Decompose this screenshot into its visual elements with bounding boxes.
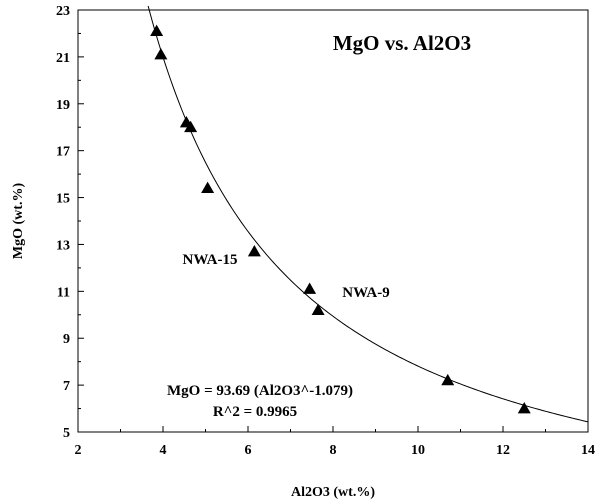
y-tick-label: 13 xyxy=(56,238,70,253)
chart-title: MgO vs. Al2O3 xyxy=(333,31,471,55)
x-tick-label: 12 xyxy=(496,443,510,458)
x-tick-labels: 2 4 6 8 10 12 14 xyxy=(75,443,596,458)
y-tick-label: 21 xyxy=(56,51,70,66)
x-tick-label: 8 xyxy=(330,443,337,458)
y-axis-title: MgO (wt.%) xyxy=(11,183,26,260)
y-tick-label: 7 xyxy=(63,379,70,394)
data-point xyxy=(154,48,168,60)
plot-frame xyxy=(77,9,589,433)
data-point xyxy=(441,373,455,386)
x-tick-label: 6 xyxy=(245,443,252,458)
data-point xyxy=(184,120,198,133)
x-tick-label: 4 xyxy=(160,443,167,458)
fit-equation: MgO = 93.69 (Al2O3^-1.079) xyxy=(167,383,353,399)
y-tick-label: 5 xyxy=(63,426,70,441)
axis-ticks xyxy=(77,9,589,433)
data-point xyxy=(517,402,531,414)
y-tick-label: 17 xyxy=(56,145,70,160)
data-point xyxy=(201,181,215,194)
r-squared: R^2 = 0.9965 xyxy=(213,404,297,420)
x-axis-title: Al2O3 (wt.%) xyxy=(291,485,375,500)
y-tick-label: 11 xyxy=(57,285,70,300)
y-tick-labels: 5 7 9 11 13 15 17 19 21 23 xyxy=(56,4,70,441)
data-points xyxy=(150,24,531,414)
fit-curve xyxy=(147,5,589,423)
y-tick-label: 23 xyxy=(56,4,70,19)
data-point xyxy=(150,24,164,36)
data-point xyxy=(311,303,325,315)
y-tick-label: 9 xyxy=(63,332,70,347)
x-tick-label: 14 xyxy=(581,443,595,458)
x-tick-label: 2 xyxy=(75,443,82,458)
data-point xyxy=(303,282,317,294)
y-tick-label: 19 xyxy=(56,98,70,113)
annotation-nwa-15: NWA-15 xyxy=(183,252,238,268)
data-point xyxy=(247,244,261,257)
annotation-nwa-9: NWA-9 xyxy=(342,285,390,301)
y-tick-label: 15 xyxy=(56,192,70,207)
x-tick-label: 10 xyxy=(411,443,425,458)
